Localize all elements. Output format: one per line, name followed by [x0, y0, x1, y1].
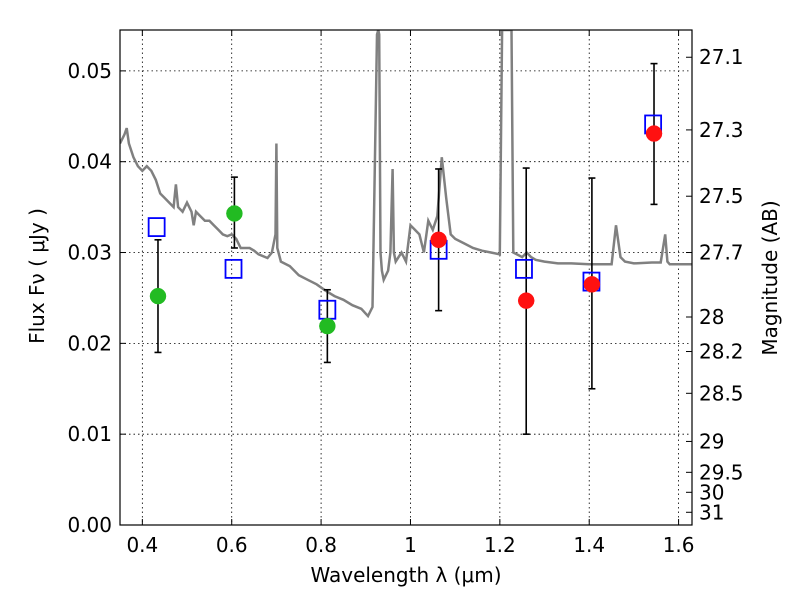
y2-tick-label: 27.7 [699, 241, 744, 265]
y2-tick-label: 29.5 [699, 460, 744, 484]
x-tick-label: 1.4 [573, 533, 605, 557]
model-sed-curve [120, 30, 692, 319]
model-photometry-square [515, 258, 533, 279]
y-tick-label: 0.00 [67, 513, 112, 537]
y2-tick-label: 28 [699, 305, 724, 329]
y-tick-label: 0.03 [67, 241, 112, 265]
y-tick-label: 0.05 [67, 59, 112, 83]
x-axis-title: Wavelength λ (μm) [310, 563, 501, 587]
y2-tick-label: 30 [699, 480, 724, 504]
x-tick-label: 0.8 [305, 533, 337, 557]
x-tick-label: 1.6 [663, 533, 695, 557]
data-markers [147, 114, 663, 335]
y-axis-title: Flux Fν ( μJy ) [25, 208, 49, 344]
nir-point [430, 231, 447, 249]
x-tick-label: 1 [404, 533, 417, 557]
y2-tick-label: 28.5 [699, 381, 744, 405]
y2-tick-label: 27.5 [699, 184, 744, 208]
error-bars [154, 62, 658, 435]
y2-tick-label: 27.1 [699, 45, 744, 69]
nir-point [583, 276, 601, 293]
optical-point [226, 205, 243, 222]
y2-tick-label: 29 [699, 429, 724, 453]
model-sed-line [120, 30, 692, 319]
plot-frame [119, 29, 693, 526]
y2-axis-title: Magnitude (AB) [758, 200, 782, 355]
grid-lines [120, 30, 692, 526]
y-tick-label: 0.04 [67, 150, 112, 174]
y2-tick-label: 27.3 [699, 118, 744, 142]
optical-point [149, 287, 167, 305]
axes-frame [119, 29, 693, 526]
optical-point [319, 317, 336, 335]
y2-tick-label: 31 [699, 500, 724, 524]
y-tick-label: 0.02 [67, 331, 112, 355]
nir-point [645, 125, 663, 142]
model-photometry-square [147, 217, 166, 237]
model-photometry-square [224, 258, 243, 279]
x-tick-label: 1.2 [484, 533, 516, 557]
nir-point [517, 292, 535, 309]
axis-ticks: 0.4 0.6 0.8 1 1.2 1.4 1.6 0.00 0.01 0.02 0.03 0.04 0… [67, 30, 744, 557]
x-tick-label: 0.6 [216, 533, 248, 557]
x-tick-label: 0.4 [126, 533, 158, 557]
y2-tick-label: 28.2 [699, 340, 744, 364]
y-tick-label: 0.01 [67, 422, 112, 446]
